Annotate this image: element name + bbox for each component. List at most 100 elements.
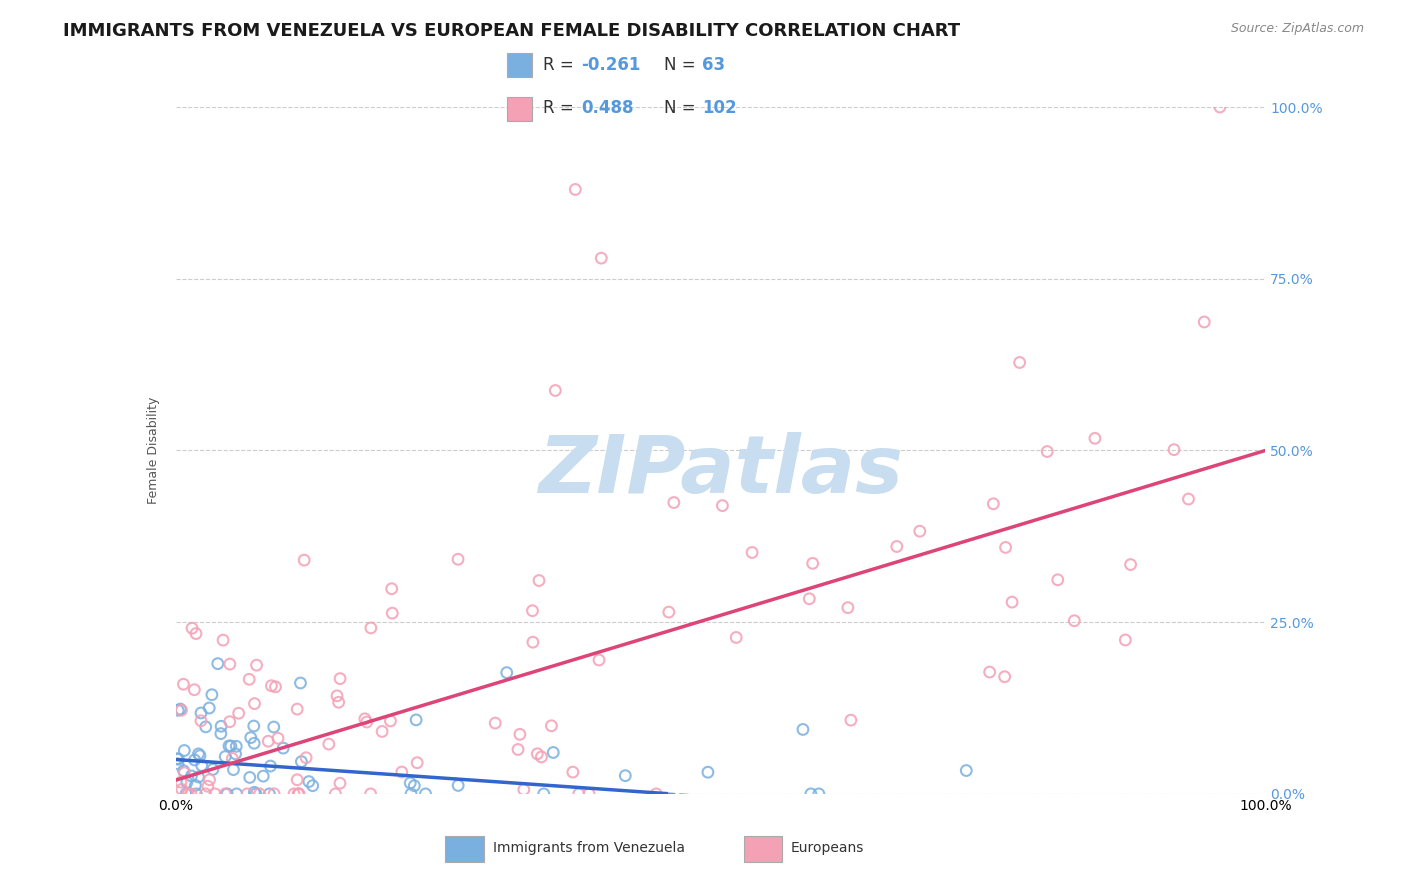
Point [287, 787, 309, 801]
Point [285, 702, 308, 716]
Text: IMMIGRANTS FROM VENEZUELA VS EUROPEAN FEMALE DISABILITY CORRELATION CHART: IMMIGRANTS FROM VENEZUELA VS EUROPEAN FE… [63, 22, 960, 40]
Point [1001, 595, 1024, 609]
Point [404, 779, 426, 793]
Point [167, 703, 190, 717]
Point [198, 772, 221, 787]
Point [201, 688, 224, 702]
Point [839, 713, 862, 727]
Point [194, 720, 217, 734]
Point [527, 574, 550, 588]
Point [263, 720, 285, 734]
Point [837, 600, 859, 615]
Point [228, 706, 250, 721]
Point [908, 524, 931, 539]
Point [186, 787, 208, 801]
Point [209, 726, 232, 740]
Text: 63: 63 [702, 56, 725, 74]
Point [180, 787, 202, 801]
Point [1008, 355, 1031, 369]
Point [662, 495, 685, 509]
Point [249, 787, 271, 801]
Point [381, 606, 404, 620]
Point [741, 545, 763, 559]
Point [447, 552, 470, 566]
Point [298, 774, 321, 789]
Point [218, 657, 240, 672]
Point [399, 787, 422, 801]
Point [564, 182, 586, 196]
Point [979, 665, 1001, 679]
Point [356, 714, 378, 729]
Point [218, 714, 240, 729]
Point [360, 621, 382, 635]
Point [271, 741, 294, 756]
Point [204, 787, 226, 801]
Point [405, 713, 427, 727]
Point [243, 697, 266, 711]
FancyBboxPatch shape [446, 837, 484, 862]
Point [239, 731, 262, 745]
Point [994, 541, 1017, 555]
Point [1177, 491, 1199, 506]
Point [983, 497, 1005, 511]
Point [495, 665, 517, 680]
Point [194, 787, 217, 801]
Point [243, 785, 266, 799]
Point [329, 776, 352, 790]
Point [371, 724, 394, 739]
Point [540, 719, 562, 733]
Text: ZIPatlas: ZIPatlas [538, 432, 903, 510]
Point [197, 779, 219, 793]
Point [173, 765, 195, 780]
Point [578, 787, 600, 801]
Point [526, 747, 548, 761]
Point [1084, 431, 1107, 445]
Point [711, 499, 734, 513]
Point [214, 749, 236, 764]
Point [1163, 442, 1185, 457]
Point [301, 779, 323, 793]
Text: R =: R = [543, 99, 579, 117]
FancyBboxPatch shape [744, 837, 782, 862]
Point [799, 591, 821, 606]
Text: -0.261: -0.261 [582, 56, 641, 74]
Point [1192, 315, 1215, 329]
Text: N =: N = [664, 99, 700, 117]
Text: R =: R = [543, 56, 579, 74]
Point [506, 742, 529, 756]
Point [173, 764, 195, 778]
Point [325, 787, 347, 801]
Point [288, 787, 311, 801]
Point [212, 633, 235, 648]
Point [252, 769, 274, 783]
Point [259, 759, 281, 773]
Point [391, 765, 413, 780]
Point [614, 769, 637, 783]
Point [221, 751, 243, 765]
Point [792, 723, 814, 737]
Point [173, 743, 195, 757]
Point [176, 775, 198, 789]
Point [209, 719, 232, 733]
Point [236, 787, 259, 801]
Point [198, 701, 221, 715]
Point [259, 787, 281, 801]
Text: Immigrants from Venezuela: Immigrants from Venezuela [492, 841, 685, 855]
Point [181, 621, 204, 635]
Text: N =: N = [664, 56, 700, 74]
Point [187, 770, 209, 784]
Point [190, 706, 212, 720]
Point [290, 755, 312, 769]
Point [1046, 573, 1069, 587]
Point [645, 787, 668, 801]
Point [561, 765, 583, 780]
Point [267, 731, 290, 746]
Point [201, 763, 224, 777]
Point [222, 763, 245, 777]
Point [544, 384, 567, 398]
Point [725, 631, 748, 645]
Point [360, 787, 382, 801]
Point [263, 787, 285, 801]
Point [994, 670, 1017, 684]
Point [170, 775, 193, 789]
